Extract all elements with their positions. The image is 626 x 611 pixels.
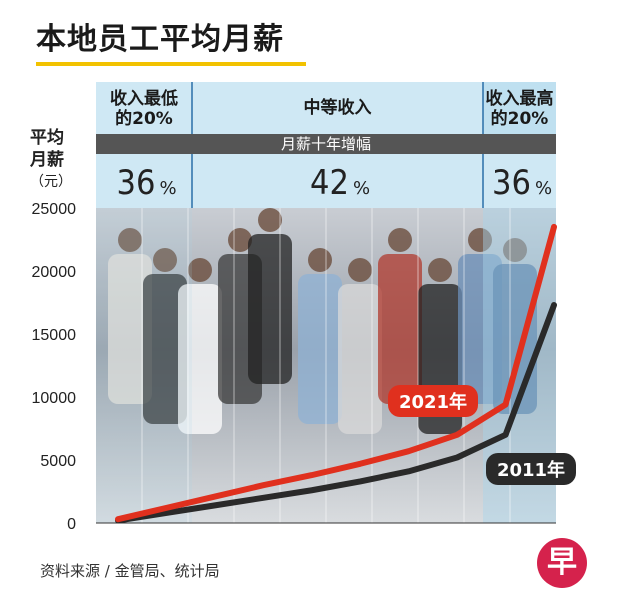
crowd-person-head <box>118 228 142 252</box>
band-low-header <box>96 82 192 134</box>
band-growth-unit-0: % <box>159 178 176 199</box>
crowd-person-body <box>143 274 187 424</box>
crowd-person-head <box>503 238 527 262</box>
band-growth-unit-2: % <box>535 178 552 199</box>
crowd-person-body <box>458 254 502 404</box>
source-note: 资料来源 / 金管局、统计局 <box>40 562 220 580</box>
zaobao-logo: 早 <box>537 538 587 588</box>
band-high-header <box>483 82 556 134</box>
crowd-person-head <box>188 258 212 282</box>
crowd-person-head <box>348 258 372 282</box>
series-line-0 <box>115 223 557 523</box>
band-label-2: 的20% <box>491 108 549 129</box>
band-growth-0: 36 <box>117 163 156 203</box>
band-label-2: 收入最高 <box>486 88 554 109</box>
band-growth-1: 42 <box>310 163 349 203</box>
y-axis-label-line2: 月薪 <box>30 150 64 170</box>
crowd-person-head <box>468 228 492 252</box>
subheading-bar <box>96 134 556 154</box>
band-growth-2: 36 <box>492 163 531 203</box>
band-growth-unit-1: % <box>353 178 370 199</box>
band-label-0: 的20% <box>115 108 173 129</box>
legend-2011-box <box>486 453 576 485</box>
band-label-1: 中等收入 <box>304 97 372 118</box>
y-tick-label: 15000 <box>32 327 77 344</box>
y-tick-label: 5000 <box>40 453 76 470</box>
y-tick-label: 0 <box>67 516 76 533</box>
subheading-label: 月薪十年增幅 <box>281 135 371 153</box>
y-axis-label-line3: （元） <box>30 174 72 190</box>
crowd-person-head <box>428 258 452 282</box>
crowd-person-body <box>108 254 152 404</box>
crowd-person-body <box>298 274 342 424</box>
band-label-0: 收入最低 <box>110 88 178 109</box>
title-underline <box>36 62 306 66</box>
y-tick-label: 25000 <box>32 201 77 218</box>
crowd-person-head <box>308 248 332 272</box>
crowd-person-body <box>378 254 422 404</box>
crowd-person-body <box>338 284 382 434</box>
legend-2011-label: 2011年 <box>497 459 565 481</box>
crowd-person-body <box>248 234 292 384</box>
crowd-person-body <box>178 284 222 434</box>
legend-2021-box <box>388 385 478 417</box>
y-tick-label: 10000 <box>32 390 77 407</box>
crowd-person-head <box>258 208 282 232</box>
legend-2021-label: 2021年 <box>399 391 467 413</box>
low-band-tint <box>96 208 192 523</box>
chart-title: 本地员工平均月薪 <box>36 22 284 57</box>
crowd-person-head <box>153 248 177 272</box>
crowd-person-head <box>388 228 412 252</box>
series-line-1 <box>115 302 557 524</box>
y-tick-label: 20000 <box>32 264 77 281</box>
y-axis-label-line1: 平均 <box>30 128 64 148</box>
